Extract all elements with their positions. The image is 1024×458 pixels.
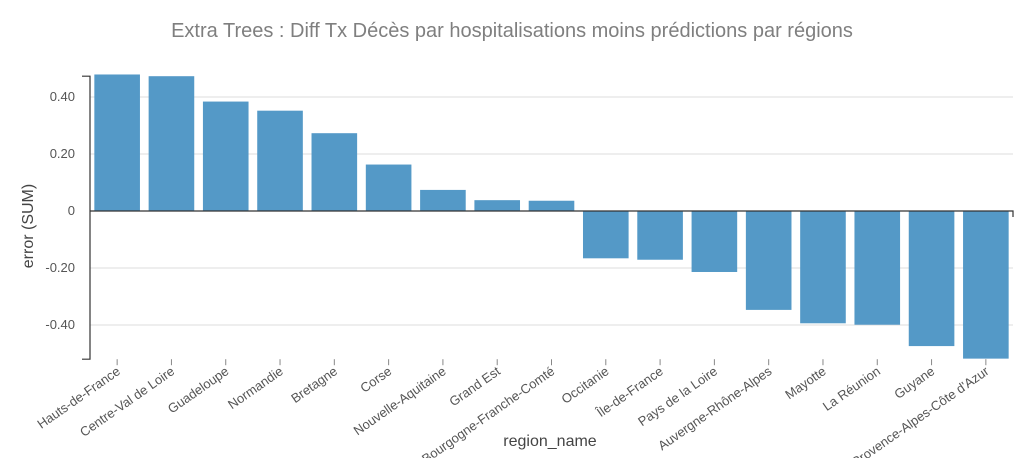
x-tick-label: Mayotte — [782, 363, 828, 402]
x-tick-label: Corse — [357, 363, 394, 395]
x-axis-label: region_name — [503, 433, 597, 450]
bar[interactable] — [745, 211, 792, 310]
bar[interactable] — [94, 74, 140, 211]
x-tick-label: Nouvelle-Aquitaine — [351, 363, 449, 438]
y-tick-label: 0 — [68, 203, 75, 218]
y-tick-label: 0.40 — [50, 89, 75, 104]
bar[interactable] — [474, 200, 521, 211]
x-tick-label: Centre-Val de Loire — [77, 363, 177, 439]
x-tick-label: Guadeloupe — [165, 363, 232, 416]
y-tick-labels: 0.40 0.20 0 -0.20 -0.40 — [45, 89, 75, 332]
bar[interactable] — [582, 211, 629, 259]
bar[interactable] — [637, 211, 683, 260]
bar[interactable] — [420, 189, 466, 211]
bar[interactable] — [528, 200, 575, 211]
y-tick-label: -0.40 — [45, 317, 75, 332]
bar[interactable] — [963, 211, 1009, 359]
y-axis-label: error (SUM) — [20, 184, 37, 268]
bar[interactable] — [908, 211, 955, 347]
zero-line — [90, 210, 1014, 217]
y-tick-label: 0.20 — [50, 146, 75, 161]
y-tick-label: -0.20 — [45, 260, 75, 275]
bar[interactable] — [311, 133, 358, 211]
axes — [82, 75, 1014, 360]
x-tick-label: Normandie — [225, 363, 286, 412]
x-tick-label: Guyane — [891, 363, 937, 401]
bar[interactable] — [148, 76, 195, 211]
bar[interactable] — [800, 211, 846, 324]
y-axis — [82, 75, 91, 360]
bar[interactable] — [202, 101, 249, 211]
bar[interactable] — [365, 164, 412, 211]
x-tick-label: Bretagne — [288, 363, 340, 406]
bar[interactable] — [854, 211, 901, 325]
x-tick-label: La Réunion — [820, 363, 883, 413]
bars — [94, 74, 1009, 359]
chart-title: Extra Trees : Diff Tx Décès par hospital… — [171, 20, 853, 42]
bar[interactable] — [691, 211, 738, 272]
bar[interactable] — [257, 110, 303, 211]
